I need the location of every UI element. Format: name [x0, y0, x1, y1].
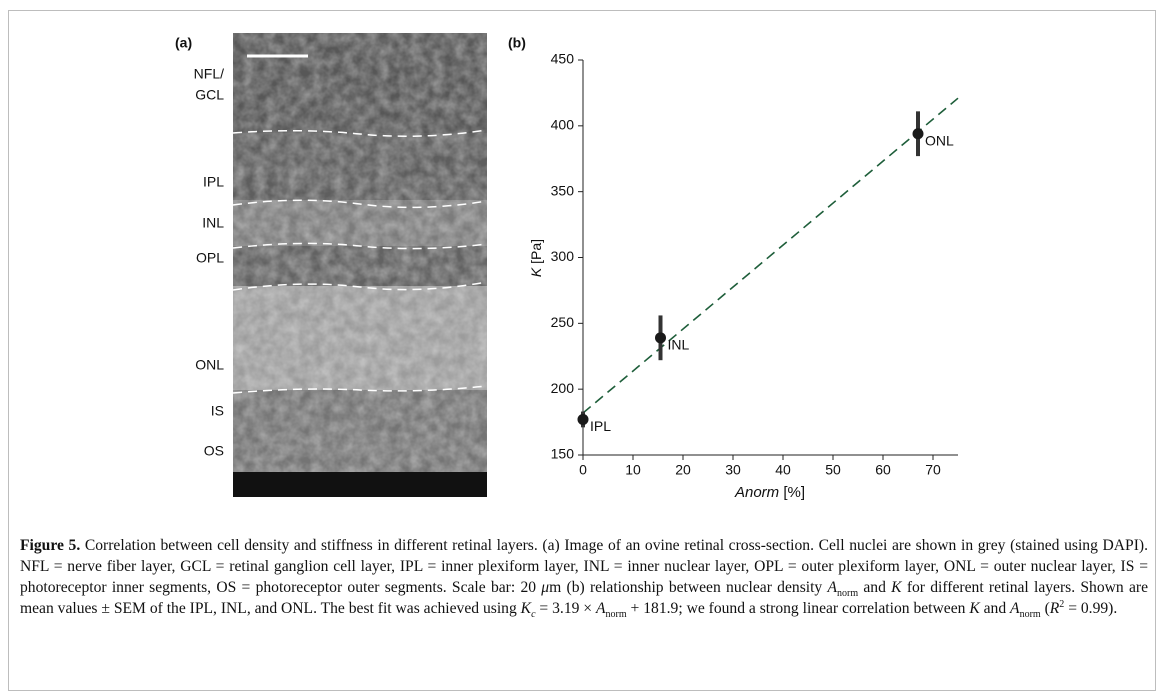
point-label: INL — [668, 337, 690, 353]
point-label: ONL — [925, 132, 954, 148]
caption-label: Figure 5. — [20, 537, 81, 554]
y-axis-label-var: K — [528, 267, 544, 277]
x-axis-label-unit: [%] — [779, 484, 805, 501]
layer-label: NFL/ — [194, 66, 224, 82]
caption-math: A — [596, 600, 606, 617]
data-point — [912, 128, 924, 140]
layer-label: OS — [204, 443, 224, 459]
y-axis-label: K [Pa] — [528, 239, 544, 277]
layer-label: OPL — [196, 250, 224, 266]
caption-text: and — [979, 600, 1011, 617]
caption-text: ( — [1040, 600, 1050, 617]
caption-math: A — [1010, 600, 1020, 617]
x-tick-label: 20 — [675, 462, 691, 478]
layer-label: GCL — [195, 87, 224, 103]
caption-text: μ — [541, 579, 550, 596]
caption-math: c — [531, 609, 536, 621]
caption-math: K — [969, 600, 980, 617]
x-tick-label: 10 — [625, 462, 641, 478]
caption-text: = 0.99). — [1064, 600, 1118, 617]
y-tick-label: 350 — [551, 182, 575, 198]
layer-label: ONL — [195, 357, 224, 373]
caption-text: and — [858, 579, 892, 596]
caption-math: norm — [1019, 609, 1041, 621]
caption-math: A — [827, 579, 838, 596]
caption-text: Correlation between cell density and sti… — [20, 537, 1148, 596]
layer-label: INL — [202, 215, 224, 231]
caption-math: norm — [605, 609, 627, 621]
x-tick-label: 0 — [579, 462, 587, 478]
caption-math: K — [891, 579, 902, 596]
caption-text: = 3.19 × — [535, 600, 597, 617]
panel-label: (a) — [175, 35, 192, 51]
y-tick-label: 150 — [551, 446, 575, 462]
figure: (a) (b) K [Pa] Anorm [%] NFL/GCL IPL INL OP… — [175, 33, 959, 501]
x-axis-label: Anorm [%] — [734, 484, 805, 501]
caption-text: + 181.9; we found a strong linear correl… — [626, 600, 970, 617]
data-point — [655, 332, 666, 344]
caption: Figure 5. Correlation between cell densi… — [20, 535, 1149, 621]
y-axis-label-unit: [Pa] — [528, 239, 544, 268]
y-tick-label: 400 — [551, 117, 575, 133]
x-tick-label: 40 — [775, 462, 791, 478]
y-tick-label: 200 — [551, 380, 575, 396]
caption-text: for different retinal layers. Shown are … — [20, 579, 1149, 617]
x-axis-label-var: Anorm — [734, 484, 779, 501]
figure-frame — [8, 10, 1156, 691]
x-tick-label: 70 — [925, 462, 941, 478]
caption-math: K — [520, 600, 532, 617]
fit-line — [582, 97, 959, 414]
y-tick-label: 250 — [551, 314, 575, 330]
layer-label: IS — [211, 403, 224, 419]
x-tick-label: 60 — [875, 462, 891, 478]
caption-math: R — [1049, 600, 1060, 617]
data-point — [577, 413, 589, 425]
caption-math: norm — [837, 588, 859, 600]
x-tick-label: 50 — [825, 462, 841, 478]
caption-text: m (b) relationship between nuclear densi… — [549, 579, 828, 596]
point-label: IPL — [590, 418, 611, 434]
x-tick-label: 30 — [725, 462, 741, 478]
y-tick-label: 450 — [551, 51, 575, 67]
y-tick-label: 300 — [551, 248, 575, 264]
retina-image — [233, 33, 487, 497]
layer-label: IPL — [203, 174, 224, 190]
caption-math: 2 — [1059, 598, 1065, 610]
panel-label: (b) — [508, 35, 526, 51]
